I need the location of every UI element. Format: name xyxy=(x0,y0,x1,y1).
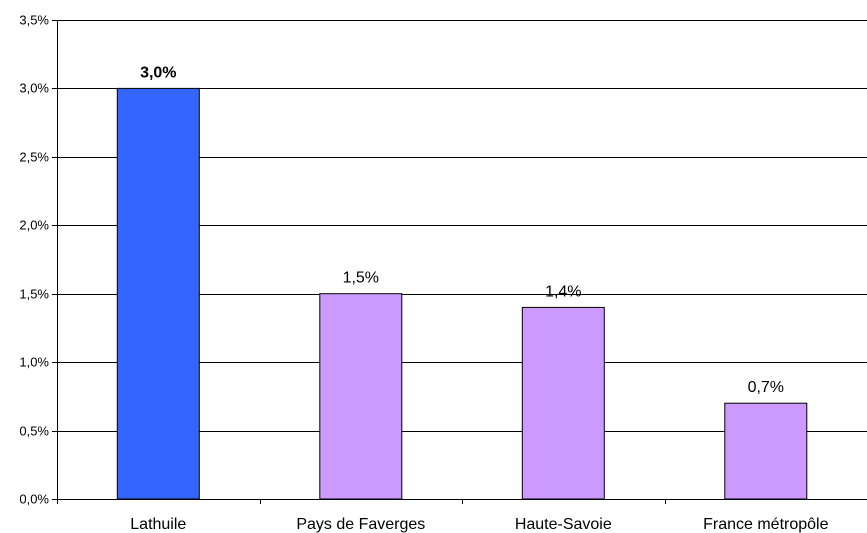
bar xyxy=(521,306,605,500)
data-label: 1,5% xyxy=(343,270,379,287)
bars xyxy=(116,87,808,500)
bar xyxy=(724,402,808,500)
data-label: 1,4% xyxy=(545,283,581,300)
x-category-label: France métropôle xyxy=(703,516,828,533)
y-tick-label: 2,5% xyxy=(19,150,49,165)
labels: 0,0% 0,5% 1,0% 1,5% 2,0% 2,5% 3,0% 3,5% 3,0% Lath… xyxy=(19,13,828,533)
x-category-label: Haute-Savoie xyxy=(515,516,612,533)
x-category-label: Pays de Faverges xyxy=(296,516,425,533)
y-tick-label: 0,5% xyxy=(19,424,49,439)
y-tick-label: 1,5% xyxy=(19,287,49,302)
bar xyxy=(319,293,403,500)
data-label: 0,7% xyxy=(748,379,784,396)
y-tick-label: 3,0% xyxy=(19,81,49,96)
y-tick-label: 3,5% xyxy=(19,13,49,28)
y-tick-label: 2,0% xyxy=(19,218,49,233)
y-tick-label: 0,0% xyxy=(19,492,49,507)
x-category-label: Lathuile xyxy=(130,516,186,533)
y-tick-label: 1,0% xyxy=(19,355,49,370)
data-label: 3,0% xyxy=(140,64,176,81)
bar xyxy=(116,87,200,500)
axes xyxy=(52,20,867,504)
